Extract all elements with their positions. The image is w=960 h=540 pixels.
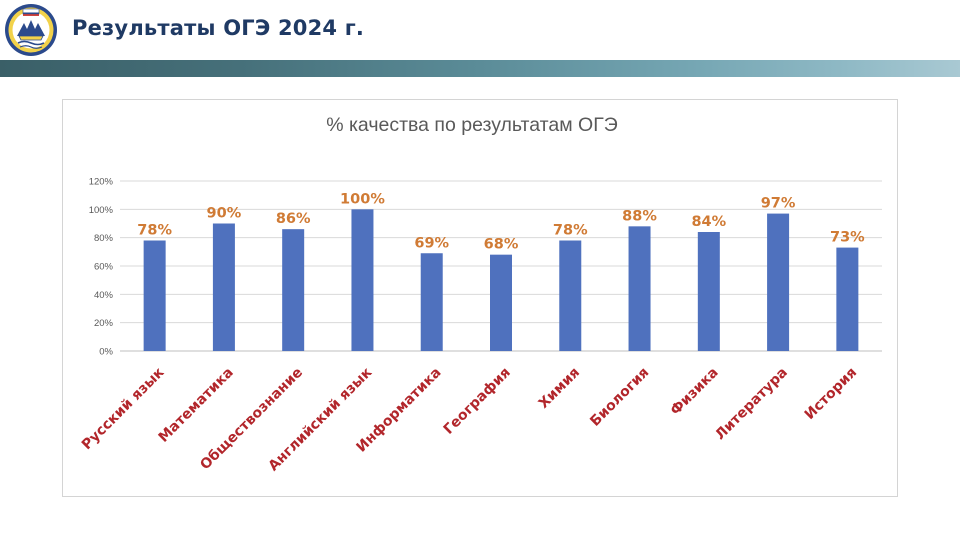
y-tick-label: 20% — [94, 318, 114, 329]
value-label: 88% — [622, 208, 657, 224]
category-label: История — [802, 365, 860, 423]
bar — [767, 213, 790, 351]
bar — [697, 232, 720, 351]
value-label: 90% — [207, 206, 242, 222]
school-emblem-icon — [5, 4, 57, 56]
bar — [282, 229, 305, 351]
y-tick-label: 0% — [99, 347, 113, 358]
category-label: Литература — [712, 365, 791, 444]
value-label: 97% — [761, 196, 796, 212]
chart-frame — [62, 99, 898, 497]
y-tick-label: 80% — [94, 233, 114, 244]
value-label: 78% — [137, 223, 172, 239]
category-label: Физика — [667, 365, 721, 419]
y-tick-label: 60% — [94, 262, 114, 273]
header-decor-band — [0, 60, 960, 77]
slide-header: Результаты ОГЭ 2024 г. — [0, 0, 960, 62]
value-label: 86% — [276, 211, 311, 227]
category-label: География — [441, 365, 514, 438]
y-tick-label: 120% — [89, 177, 114, 188]
quality-bar-chart: % качества по результатам ОГЭ 0% 20% 40% 60… — [79, 114, 882, 474]
bar — [490, 254, 512, 351]
value-label: 68% — [484, 237, 519, 253]
y-tick-label: 100% — [89, 205, 114, 216]
bar — [351, 209, 374, 351]
chart-title: % качества по результатам ОГЭ — [326, 114, 618, 136]
bar — [836, 247, 859, 351]
bar — [212, 223, 235, 351]
category-label: Биология — [587, 365, 652, 430]
value-label: 73% — [830, 230, 865, 246]
y-tick-label: 40% — [94, 290, 114, 301]
bar — [559, 240, 582, 351]
value-label: 78% — [553, 223, 588, 239]
category-label: Химия — [536, 365, 583, 412]
category-label: Русский язык — [79, 364, 168, 453]
bar — [420, 253, 443, 351]
bar — [628, 226, 651, 351]
slide-title: Результаты ОГЭ 2024 г. — [72, 16, 365, 40]
value-label: 84% — [691, 214, 726, 230]
bar — [143, 240, 166, 351]
value-label: 69% — [414, 235, 449, 251]
value-label: 100% — [340, 191, 385, 207]
